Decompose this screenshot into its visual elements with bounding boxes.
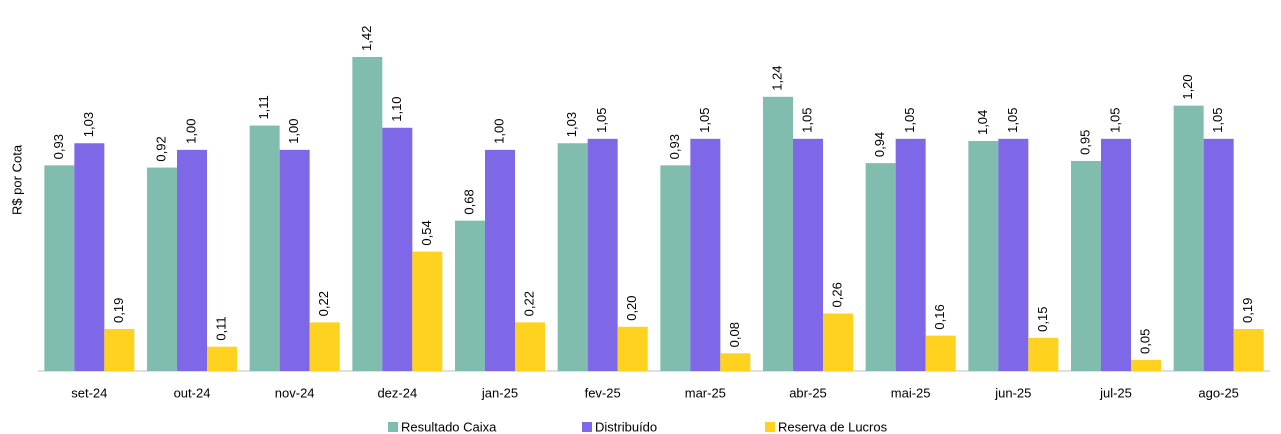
value-label: 1,05 (1107, 108, 1122, 133)
bar (557, 143, 588, 371)
bar (1203, 138, 1234, 371)
bar (823, 313, 853, 371)
bar (44, 165, 75, 371)
x-tick-label: jan-25 (481, 385, 518, 400)
legend-label: Distribuído (595, 419, 657, 434)
value-label: 0,95 (1077, 130, 1092, 155)
bar (865, 163, 896, 371)
value-label: 1,03 (564, 112, 579, 137)
bar (455, 220, 485, 371)
x-tick-label: fev-25 (585, 385, 621, 400)
value-label: 1,03 (81, 112, 96, 137)
legend-swatch (388, 422, 398, 432)
value-label: 0,26 (829, 282, 844, 307)
bar (249, 125, 280, 372)
bar (177, 149, 207, 371)
x-tick-label: nov-24 (275, 385, 315, 400)
value-label: 1,05 (902, 108, 917, 133)
bar (1131, 359, 1161, 371)
value-label: 1,05 (1005, 108, 1020, 133)
value-label: 0,19 (111, 298, 126, 323)
legend-label: Reserva de Lucros (778, 419, 888, 434)
bar (352, 57, 383, 371)
x-tick-label: out-24 (174, 385, 211, 400)
value-label: 0,15 (1035, 307, 1050, 332)
value-label: 1,00 (286, 119, 301, 144)
value-label: 0,20 (624, 295, 639, 320)
bar (1028, 337, 1059, 371)
bar (720, 353, 751, 371)
value-label: 1,42 (359, 26, 374, 51)
bar (793, 138, 823, 371)
bar (515, 322, 545, 371)
value-label: 1,05 (1210, 108, 1225, 133)
x-tick-label: mai-25 (891, 385, 931, 400)
bar (74, 143, 105, 371)
value-label: 0,93 (667, 134, 682, 159)
legend-swatch (582, 422, 592, 432)
value-label: 0,93 (51, 134, 66, 159)
x-tick-label: jul-25 (1099, 385, 1132, 400)
value-label: 1,10 (389, 96, 404, 121)
x-tick-label: abr-25 (789, 385, 827, 400)
bar (998, 138, 1029, 371)
y-axis-label: R$ por Cota (9, 144, 24, 215)
x-tick-label: jun-25 (994, 385, 1031, 400)
bar (309, 322, 340, 371)
bar (587, 138, 618, 371)
bar (660, 165, 691, 371)
value-label: 0,22 (521, 291, 536, 316)
legend-swatch (765, 422, 775, 432)
value-label: 0,11 (213, 316, 228, 340)
value-label: 1,00 (183, 119, 198, 144)
bar (925, 335, 956, 371)
value-label: 1,20 (1180, 74, 1195, 99)
bar (147, 167, 177, 371)
bar (1101, 138, 1131, 371)
bar (1173, 105, 1204, 371)
value-label: 0,94 (872, 132, 887, 157)
value-label: 1,05 (594, 108, 609, 133)
x-tick-label: ago-25 (1198, 385, 1238, 400)
bar (763, 96, 793, 371)
bar (104, 328, 135, 371)
value-label: 1,24 (769, 65, 784, 90)
value-label: 0,92 (153, 136, 168, 161)
value-label: 1,00 (491, 119, 506, 144)
value-label: 0,22 (316, 291, 331, 316)
x-tick-label: mar-25 (685, 385, 726, 400)
x-tick-label: set-24 (71, 385, 107, 400)
legend-label: Resultado Caixa (401, 419, 497, 434)
bar (895, 138, 926, 371)
bar (412, 251, 443, 371)
value-label: 1,05 (799, 108, 814, 133)
bar (207, 346, 237, 371)
value-label: 0,54 (419, 220, 434, 245)
value-label: 0,05 (1137, 329, 1152, 354)
bar (279, 149, 310, 371)
value-label: 0,19 (1240, 298, 1255, 323)
value-label: 1,04 (975, 110, 990, 135)
bar (1071, 160, 1101, 371)
value-label: 1,05 (697, 108, 712, 133)
bar (968, 141, 999, 371)
value-label: 0,68 (461, 189, 476, 214)
bar (382, 127, 413, 372)
bar (617, 326, 648, 371)
value-label: 1,11 (256, 95, 271, 119)
bar (690, 138, 721, 371)
x-tick-label: dez-24 (377, 385, 417, 400)
value-label: 0,16 (932, 304, 947, 329)
bar (485, 149, 515, 371)
bar (1233, 328, 1264, 371)
value-label: 0,08 (727, 322, 742, 347)
